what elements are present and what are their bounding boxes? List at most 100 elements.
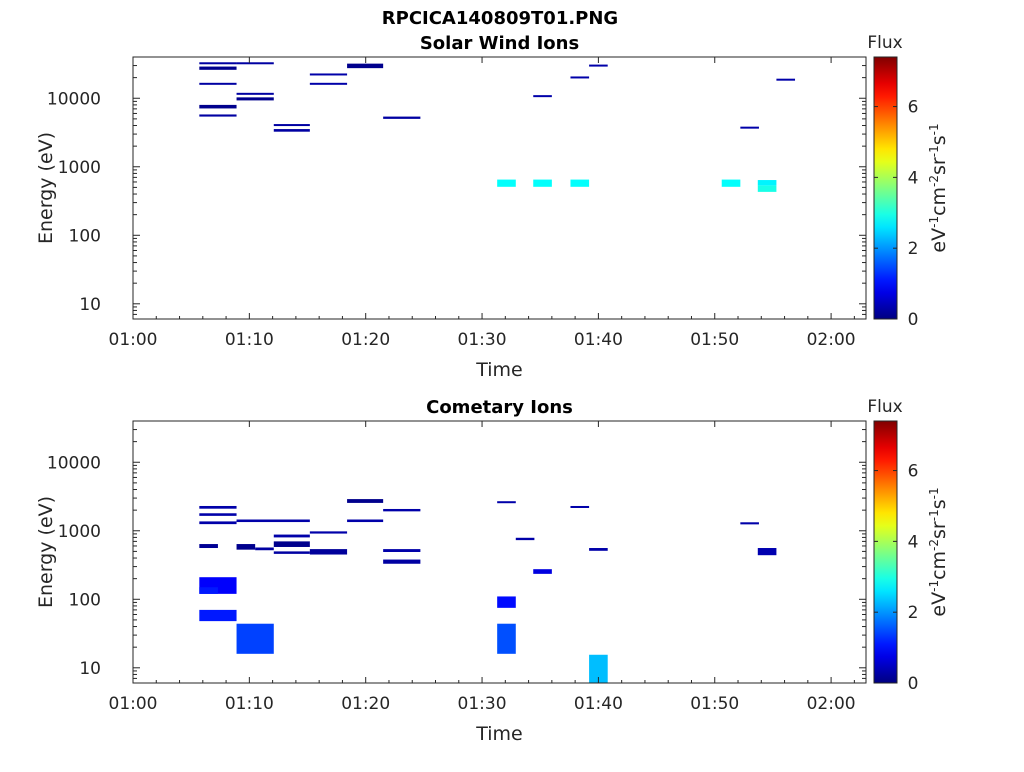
x-axis-label: Time <box>475 359 523 381</box>
x-tick-label: 01:20 <box>341 330 390 350</box>
heatmap-cell <box>515 537 535 541</box>
unit-exponent: -1 <box>927 123 941 135</box>
y-tick-label: 10000 <box>47 453 101 473</box>
unit-part: eV <box>928 592 950 617</box>
colorbar-tick-label: 2 <box>908 603 919 623</box>
x-tick-label: 01:40 <box>574 694 623 714</box>
heatmap-cell <box>497 179 516 187</box>
plot-frame <box>132 56 867 320</box>
unit-exponent: -1 <box>927 216 941 228</box>
colorbar-unit-label: eV-1cm-2sr-1s-1 <box>927 123 950 252</box>
y-tick-label: 1000 <box>58 522 101 542</box>
x-tick-label: 01:00 <box>109 694 158 714</box>
panel-title: Solar Wind Ions <box>420 33 579 54</box>
y-tick-label: 10000 <box>47 89 101 109</box>
unit-part: cm <box>928 187 950 216</box>
x-axis-label: Time <box>475 723 523 745</box>
heatmap-cell <box>383 508 421 512</box>
x-tick-label: 01:10 <box>225 330 274 350</box>
x-tick-label: 01:10 <box>225 694 274 714</box>
heatmap-cell <box>236 544 256 550</box>
heatmap-cell <box>199 82 237 85</box>
heatmap-cell <box>273 124 310 127</box>
heatmap-cell <box>589 548 608 551</box>
plot-frame <box>132 420 867 684</box>
heatmap-cell <box>383 559 421 564</box>
panel-title: Cometary Ions <box>426 397 573 418</box>
heatmap-cell <box>570 505 590 508</box>
unit-exponent: -1 <box>927 580 941 592</box>
y-tick-label: 100 <box>69 590 101 610</box>
heatmap-cell <box>757 185 777 192</box>
unit-part: s <box>928 135 950 145</box>
heatmap-cell <box>199 114 237 117</box>
colorbar-title: Flux <box>867 397 902 417</box>
colorbar-tick-label: 0 <box>908 310 919 330</box>
heatmap-cell <box>309 73 348 76</box>
heatmap-cell <box>236 519 310 523</box>
unit-exponent: -1 <box>927 509 941 521</box>
heatmap-cell <box>589 64 608 67</box>
colorbar-tick-label: 4 <box>908 532 919 552</box>
heatmap-cell <box>236 623 274 654</box>
y-tick-label: 10 <box>79 295 101 315</box>
unit-part: sr <box>928 521 950 539</box>
x-tick-label: 01:50 <box>690 330 739 350</box>
heatmap-cell <box>533 569 552 574</box>
colorbar-unit-label: eV-1cm-2sr-1s-1 <box>927 487 950 616</box>
heatmap-cell <box>533 95 552 98</box>
unit-part: cm <box>928 551 950 580</box>
heatmap-cell <box>273 534 310 538</box>
colorbar <box>873 56 898 320</box>
y-tick-label: 1000 <box>58 158 101 178</box>
x-tick-label: 02:00 <box>807 330 856 350</box>
heatmap-cell <box>776 78 796 81</box>
heatmap-cell <box>273 551 310 554</box>
heatmap-cell <box>236 62 274 65</box>
heatmap-cell <box>273 129 310 132</box>
heatmap-cell <box>721 179 741 187</box>
x-tick-label: 01:30 <box>458 330 507 350</box>
heatmap-cell <box>533 179 552 187</box>
unit-exponent: -2 <box>927 175 941 187</box>
heatmap-cell <box>199 62 237 65</box>
y-tick-label: 100 <box>69 226 101 246</box>
heatmap-cell <box>309 531 348 534</box>
heatmap-cell <box>199 505 237 509</box>
heatmap-cell <box>255 547 274 551</box>
heatmap-cell <box>347 519 384 523</box>
unit-exponent: -1 <box>927 145 941 157</box>
heatmap-cell <box>740 126 759 129</box>
y-tick-label: 10 <box>79 659 101 679</box>
heatmap-cell <box>309 82 348 85</box>
colorbar <box>873 420 898 684</box>
heatmap-cell <box>309 549 348 555</box>
heatmap-cell <box>497 596 516 608</box>
y-axis-label: Energy (eV) <box>35 496 57 608</box>
heatmap-cell <box>570 76 590 79</box>
unit-exponent: -1 <box>927 487 941 499</box>
heatmap-cell <box>497 501 516 504</box>
colorbar-tick-label: 2 <box>908 239 919 259</box>
y-axis-label: Energy (eV) <box>35 132 57 244</box>
heatmap-cell <box>383 549 421 552</box>
colorbar-tick-label: 0 <box>908 674 919 694</box>
heatmap-cell <box>740 522 759 525</box>
heatmap-cell <box>236 97 274 101</box>
heatmap-cell <box>199 521 237 525</box>
figure-title: RPCICA140809T01.PNG <box>382 8 618 29</box>
heatmap-cell <box>570 179 590 187</box>
heatmap-cell <box>757 548 777 556</box>
heatmap-cell <box>273 541 310 547</box>
heatmap-cell <box>347 499 384 503</box>
heatmap-cell <box>757 180 777 186</box>
panel-solar-wind-ions: Solar Wind Ions 01:00 01:10 01:20 01:30 01:40… <box>35 33 950 381</box>
heatmap-cell <box>199 544 218 549</box>
colorbar-tick-label: 4 <box>908 168 919 188</box>
colorbar-tick-label: 6 <box>908 98 919 118</box>
x-tick-label: 01:50 <box>690 694 739 714</box>
heatmap-cell <box>347 63 384 69</box>
